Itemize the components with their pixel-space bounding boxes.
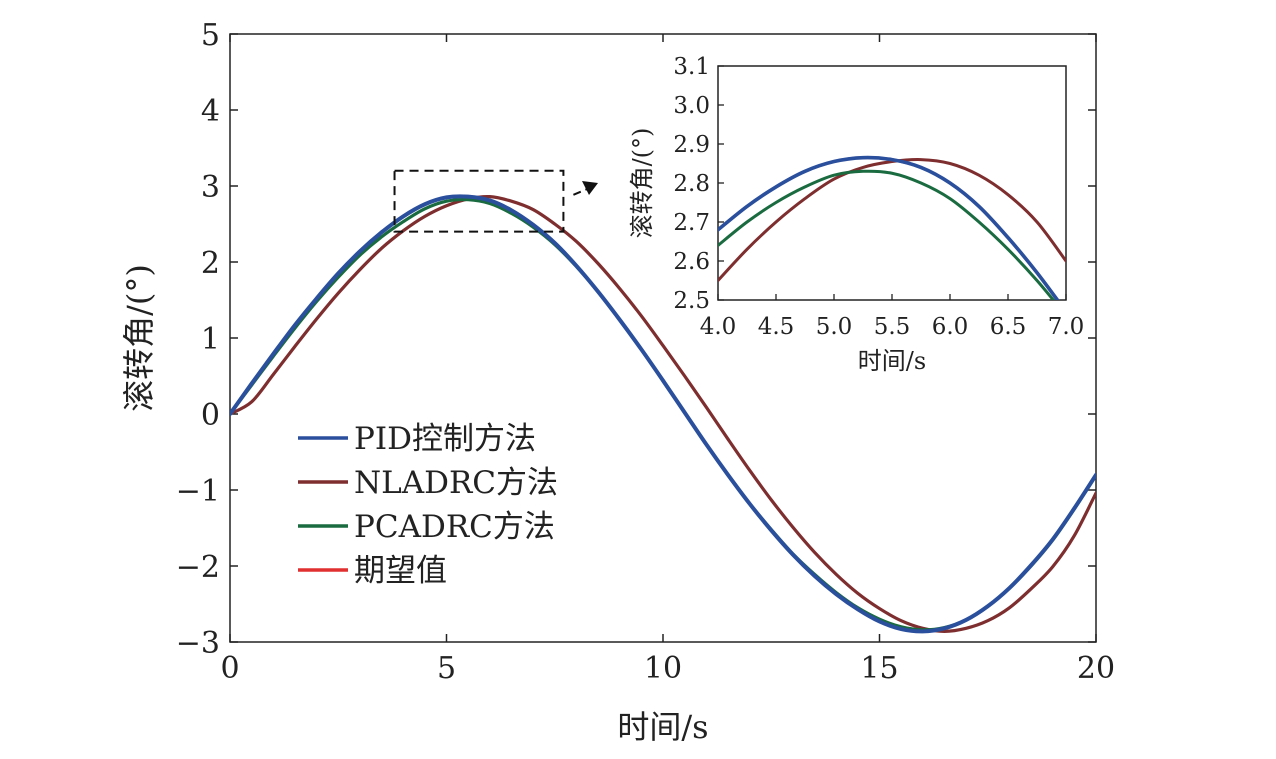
legend-label-1: NLADRC方法 bbox=[354, 465, 558, 501]
inset-plot: 4.0 4.5 5.0 5.5 6.0 6.5 7.0 2.5 2.6 2.7 2.8 2.9 3.0 3… bbox=[628, 54, 1084, 375]
inset-y-tick-label: 2.9 bbox=[673, 132, 710, 158]
main-x-tick-label: 5 bbox=[437, 651, 456, 686]
main-y-tick-label: 1 bbox=[201, 322, 220, 357]
main-x-tick-label: 10 bbox=[644, 651, 682, 686]
inset-series-line-2 bbox=[718, 169, 1056, 300]
legend-label-0: PID控制方法 bbox=[354, 421, 536, 457]
zoom-box bbox=[393, 169, 565, 233]
inset-x-tick-label: 7.0 bbox=[1048, 314, 1085, 340]
main-series-group bbox=[230, 194, 1096, 634]
main-y-tick-label: 5 bbox=[201, 18, 220, 53]
inset-y-tick-label: 2.5 bbox=[673, 288, 710, 314]
inset-y-tick-label: 3.1 bbox=[673, 54, 710, 80]
main-y-tick-label: −2 bbox=[176, 550, 220, 585]
inset-x-tick-label: 6.5 bbox=[990, 314, 1027, 340]
inset-y-tick-label: 2.7 bbox=[673, 210, 710, 236]
inset-x-tick-label: 4.5 bbox=[758, 314, 795, 340]
main-y-tick-label: −3 bbox=[176, 626, 220, 661]
inset-y-tick-label: 2.6 bbox=[673, 249, 710, 275]
main-series-line-1 bbox=[230, 194, 1096, 633]
inset-x-tick-label: 5.0 bbox=[816, 314, 853, 340]
inset-x-tick-label: 4.0 bbox=[700, 314, 737, 340]
main-y-tick-label: −1 bbox=[176, 474, 220, 509]
legend-label-2: PCADRC方法 bbox=[354, 509, 555, 545]
main-x-tick-label: 15 bbox=[860, 651, 898, 686]
inset-y-tick-label: 2.8 bbox=[673, 171, 710, 197]
inset-series-group bbox=[718, 155, 1066, 300]
main-x-tick-label: 0 bbox=[220, 651, 239, 686]
main-x-tick-label: 20 bbox=[1077, 651, 1115, 686]
main-plot: 0 5 10 15 20 −3 −2 −1 0 1 2 3 4 5 时间/s 滚转角/(°) bbox=[120, 18, 1115, 746]
zoom-arrow-head bbox=[582, 181, 598, 195]
legend-label-3: 期望值 bbox=[354, 553, 447, 589]
main-series-line-0 bbox=[230, 194, 1096, 634]
inset-frame bbox=[717, 65, 1067, 301]
inset-series-line-0 bbox=[718, 155, 1060, 300]
main-y-tick-label: 4 bbox=[201, 94, 220, 129]
inset-y-tick-label: 3.0 bbox=[673, 93, 710, 119]
inset-y-axis-label: 滚转角/(°) bbox=[628, 128, 656, 239]
main-y-tick-label: 2 bbox=[201, 246, 220, 281]
main-x-axis-label: 时间/s bbox=[617, 708, 708, 746]
inset-x-axis-label: 时间/s bbox=[858, 347, 926, 375]
main-y-tick-label: 3 bbox=[201, 170, 220, 205]
inset-x-tick-label: 5.5 bbox=[874, 314, 911, 340]
inset-series-line-1 bbox=[718, 158, 1066, 282]
main-y-tick-label: 0 bbox=[201, 398, 220, 433]
main-y-axis-label: 滚转角/(°) bbox=[120, 264, 158, 412]
inset-x-tick-label: 6.0 bbox=[932, 314, 969, 340]
